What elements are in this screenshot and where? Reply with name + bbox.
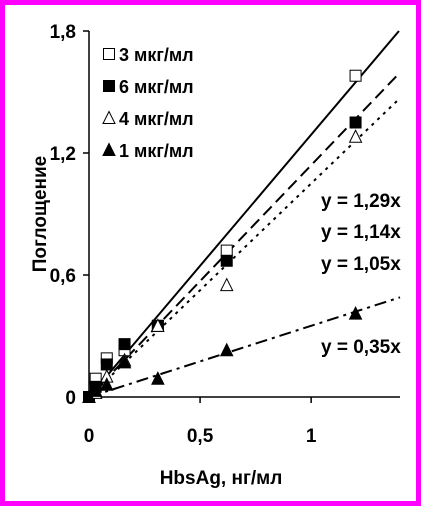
x-tick-labels: 0 0,5 1	[84, 426, 317, 447]
data-point	[117, 354, 132, 369]
legend-marker-3	[102, 110, 116, 124]
data-point	[151, 318, 165, 332]
legend: 3 мкг/мл 6 мкг/мл 4 мкг/мл 1 мкг/мл	[102, 45, 194, 161]
trendline-1	[88, 30, 400, 398]
equation-label-2: y = 1,14x	[321, 222, 401, 243]
x-axis-title: HbsAg, нг/мл	[160, 468, 283, 489]
data-point	[118, 338, 131, 351]
x-tick-label: 1	[306, 426, 317, 447]
data-point	[348, 129, 363, 143]
legend-marker-1	[103, 48, 115, 60]
y-tick-label: 0	[65, 388, 76, 409]
data-point	[100, 358, 113, 371]
x-tick-label: 0	[84, 426, 95, 447]
data-point	[220, 254, 233, 267]
equation-label-3: y = 1,05x	[321, 254, 401, 275]
legend-label-2: 6 мкг/мл	[119, 77, 194, 97]
data-point	[219, 277, 234, 292]
markers	[82, 69, 363, 403]
y-tick-label: 0,6	[50, 266, 76, 287]
data-point	[151, 371, 165, 385]
data-point	[349, 116, 362, 129]
equation-label-4: y = 0,35x	[321, 337, 401, 358]
trendline-4	[88, 296, 401, 398]
legend-label-1: 3 мкг/мл	[119, 45, 194, 65]
data-point	[348, 306, 363, 320]
trendline-equations: y = 1,29x y = 1,14x y = 1,05x y = 0,35x	[321, 191, 401, 358]
data-point	[220, 244, 233, 257]
y-tick-labels: 0 0,6 1,2 1,8	[50, 22, 76, 409]
y-tick-label: 1,2	[50, 144, 76, 165]
legend-label-4: 1 мкг/мл	[119, 141, 194, 161]
legend-label-3: 4 мкг/мл	[119, 109, 194, 129]
legend-marker-4	[102, 142, 116, 156]
y-tick-label: 1,8	[50, 22, 76, 43]
trendlines	[88, 30, 401, 398]
equation-label-1: y = 1,29x	[321, 191, 401, 212]
y-axis-title: Поглощение	[30, 156, 51, 272]
data-point	[219, 342, 234, 357]
data-point	[99, 377, 114, 391]
data-point	[349, 69, 362, 82]
data-point	[88, 383, 103, 397]
x-tick-label: 0,5	[187, 426, 214, 447]
trendline-2	[88, 71, 401, 398]
legend-marker-2	[103, 80, 115, 92]
